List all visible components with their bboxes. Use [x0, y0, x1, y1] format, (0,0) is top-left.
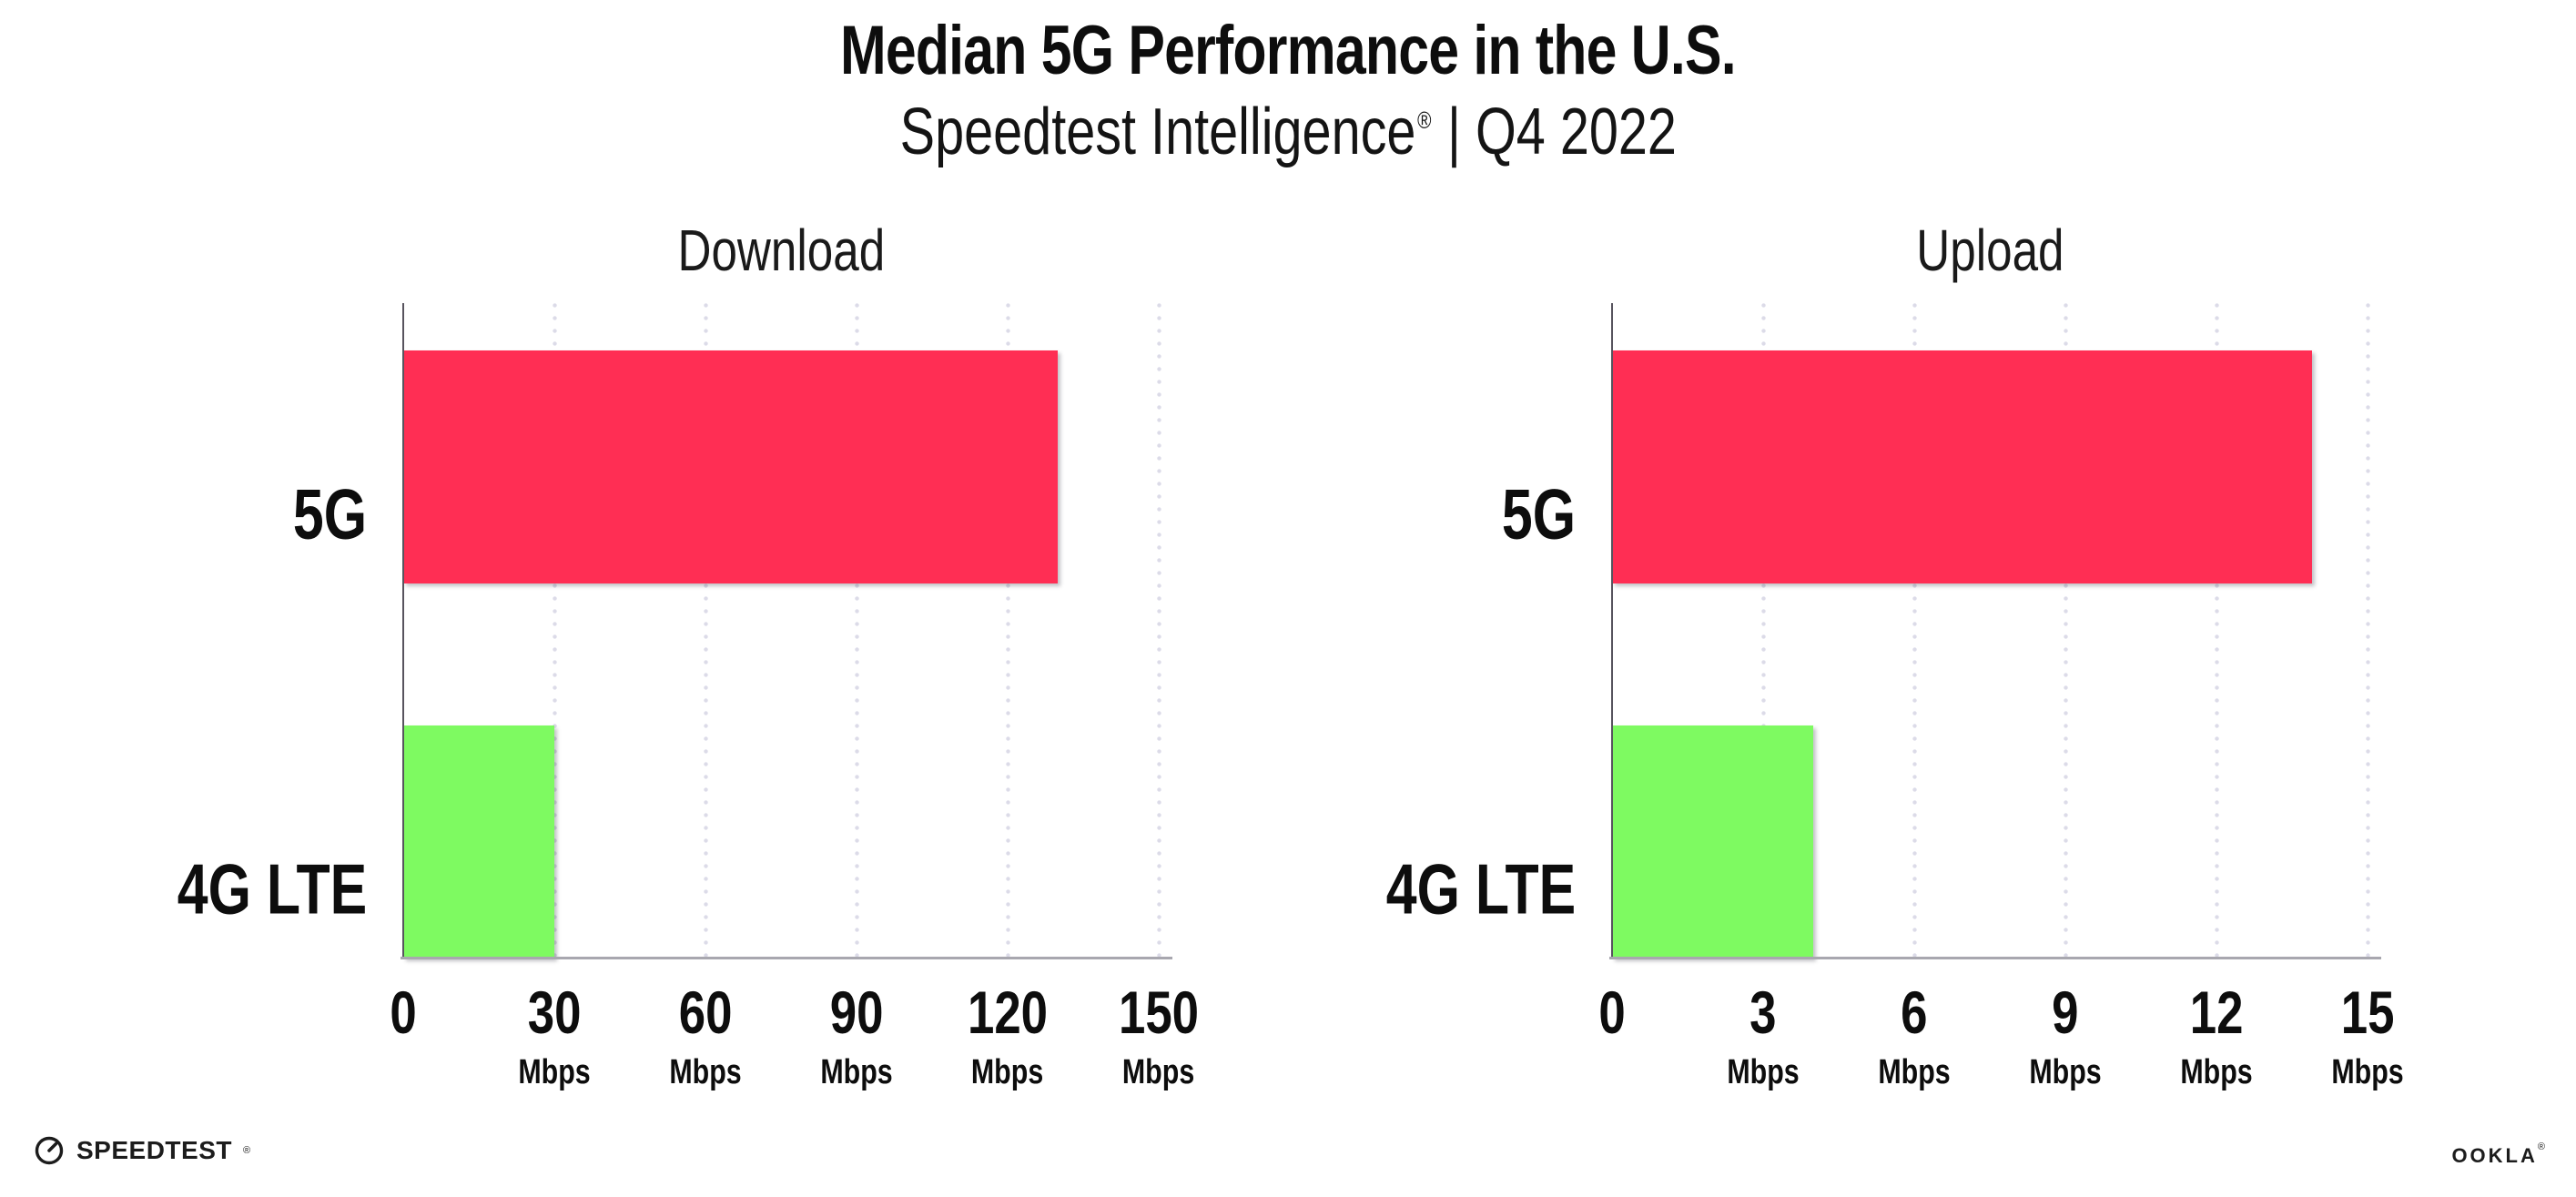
bar-5g [403, 350, 1059, 583]
x-tick-label: 30 Mbps [518, 979, 591, 1091]
category-label-4g-lte: 4G LTE [1385, 848, 1576, 929]
gridline [1157, 303, 1161, 959]
download-plot-area: 5G 4G LTE 0 30 Mbps 60 Mbps 90 Mbps 120 Mbps 150 Mb… [177, 303, 1199, 1090]
gridline [2064, 303, 2068, 959]
subtitle-period: | Q4 2022 [1432, 96, 1677, 168]
gridline [704, 303, 708, 959]
speedtest-logo: SPEEDTEST ® [33, 1134, 250, 1167]
subtitle-brand: Speedtest Intelligence [899, 96, 1416, 168]
category-label-4g-lte: 4G LTE [177, 848, 367, 929]
gridline [2215, 303, 2219, 959]
x-tick-label: 12 Mbps [2180, 979, 2253, 1091]
download-chart-panel: Download 5G 4G LTE 0 30 Mbps 60 Mbps 90 Mbps 120… [177, 0, 1200, 1111]
x-tick-label: 120 Mbps [967, 979, 1049, 1091]
bar-rows: 5G 4G LTE [1386, 303, 2368, 959]
x-tick-label: 6 Mbps [1878, 979, 1951, 1091]
speedtest-gauge-icon [35, 1136, 64, 1165]
gridlines [1612, 303, 2370, 959]
registered-mark: ® [1416, 107, 1432, 134]
speedtest-registered-mark: ® [242, 1145, 251, 1156]
gridline [1912, 303, 1917, 959]
bar-rows: 5G 4G LTE [177, 303, 1159, 959]
bar-5g [1612, 350, 2313, 583]
gridline [855, 303, 859, 959]
bar-4g-lte [403, 725, 554, 959]
upload-plot-area: 5G 4G LTE 0 3 Mbps 6 Mbps 9 Mbps 12 Mbps 15 Mbps [1386, 303, 2404, 1090]
gridline [2366, 303, 2370, 959]
speedtest-wordmark: SPEEDTEST [76, 1136, 232, 1164]
y-axis-line [1611, 303, 1613, 959]
bar-4g-lte [1612, 725, 1814, 959]
bar-row: 5G [293, 350, 1159, 678]
x-axis-line [401, 957, 1172, 959]
gridline [553, 303, 557, 959]
x-axis-line [1609, 957, 2381, 959]
gridline [1006, 303, 1010, 959]
page-title: Median 5G Performance in the U.S. [0, 15, 2576, 87]
x-tick-label: 15 Mbps [2331, 979, 2404, 1091]
x-tick-label: 90 Mbps [820, 979, 893, 1091]
upload-chart-panel: Upload 5G 4G LTE 0 3 Mbps 6 Mbps 9 Mbps 12 Mbps 15… [1386, 0, 2404, 1111]
category-label-5g: 5G [1501, 473, 1576, 554]
category-label-5g: 5G [292, 473, 367, 554]
gridline [1761, 303, 1766, 959]
x-tick-label: 9 Mbps [2029, 979, 2102, 1091]
ookla-wordmark: OOKLA [2451, 1144, 2538, 1167]
gridlines [403, 303, 1161, 959]
y-axis-line [402, 303, 404, 959]
bar-row: 5G [1502, 350, 2368, 678]
x-tick-labels: 0 3 Mbps 6 Mbps 9 Mbps 12 Mbps 15 Mbps [1598, 979, 2403, 1119]
x-tick-labels: 0 30 Mbps 60 Mbps 90 Mbps 120 Mbps 150 Mbps [390, 979, 1199, 1119]
x-tick-label: 3 Mbps [1727, 979, 1800, 1091]
bar-row: 4G LTE [177, 725, 1159, 1053]
x-tick-label: 150 Mbps [1118, 979, 1200, 1091]
ookla-logo: OOKLA® [2451, 1141, 2545, 1168]
ookla-registered-mark: ® [2537, 1141, 2545, 1152]
page-title-text: Median 5G Performance in the U.S. [840, 12, 1737, 89]
x-tick-label: 0 [1598, 979, 1626, 1046]
panel-title-download: Download [677, 218, 885, 283]
x-tick-label: 60 Mbps [669, 979, 742, 1091]
panel-title-upload: Upload [1915, 218, 2064, 283]
bar-row: 4G LTE [1386, 725, 2368, 1053]
x-tick-label: 0 [390, 979, 417, 1046]
page-subtitle: Speedtest Intelligence® | Q4 2022 [0, 96, 2576, 168]
